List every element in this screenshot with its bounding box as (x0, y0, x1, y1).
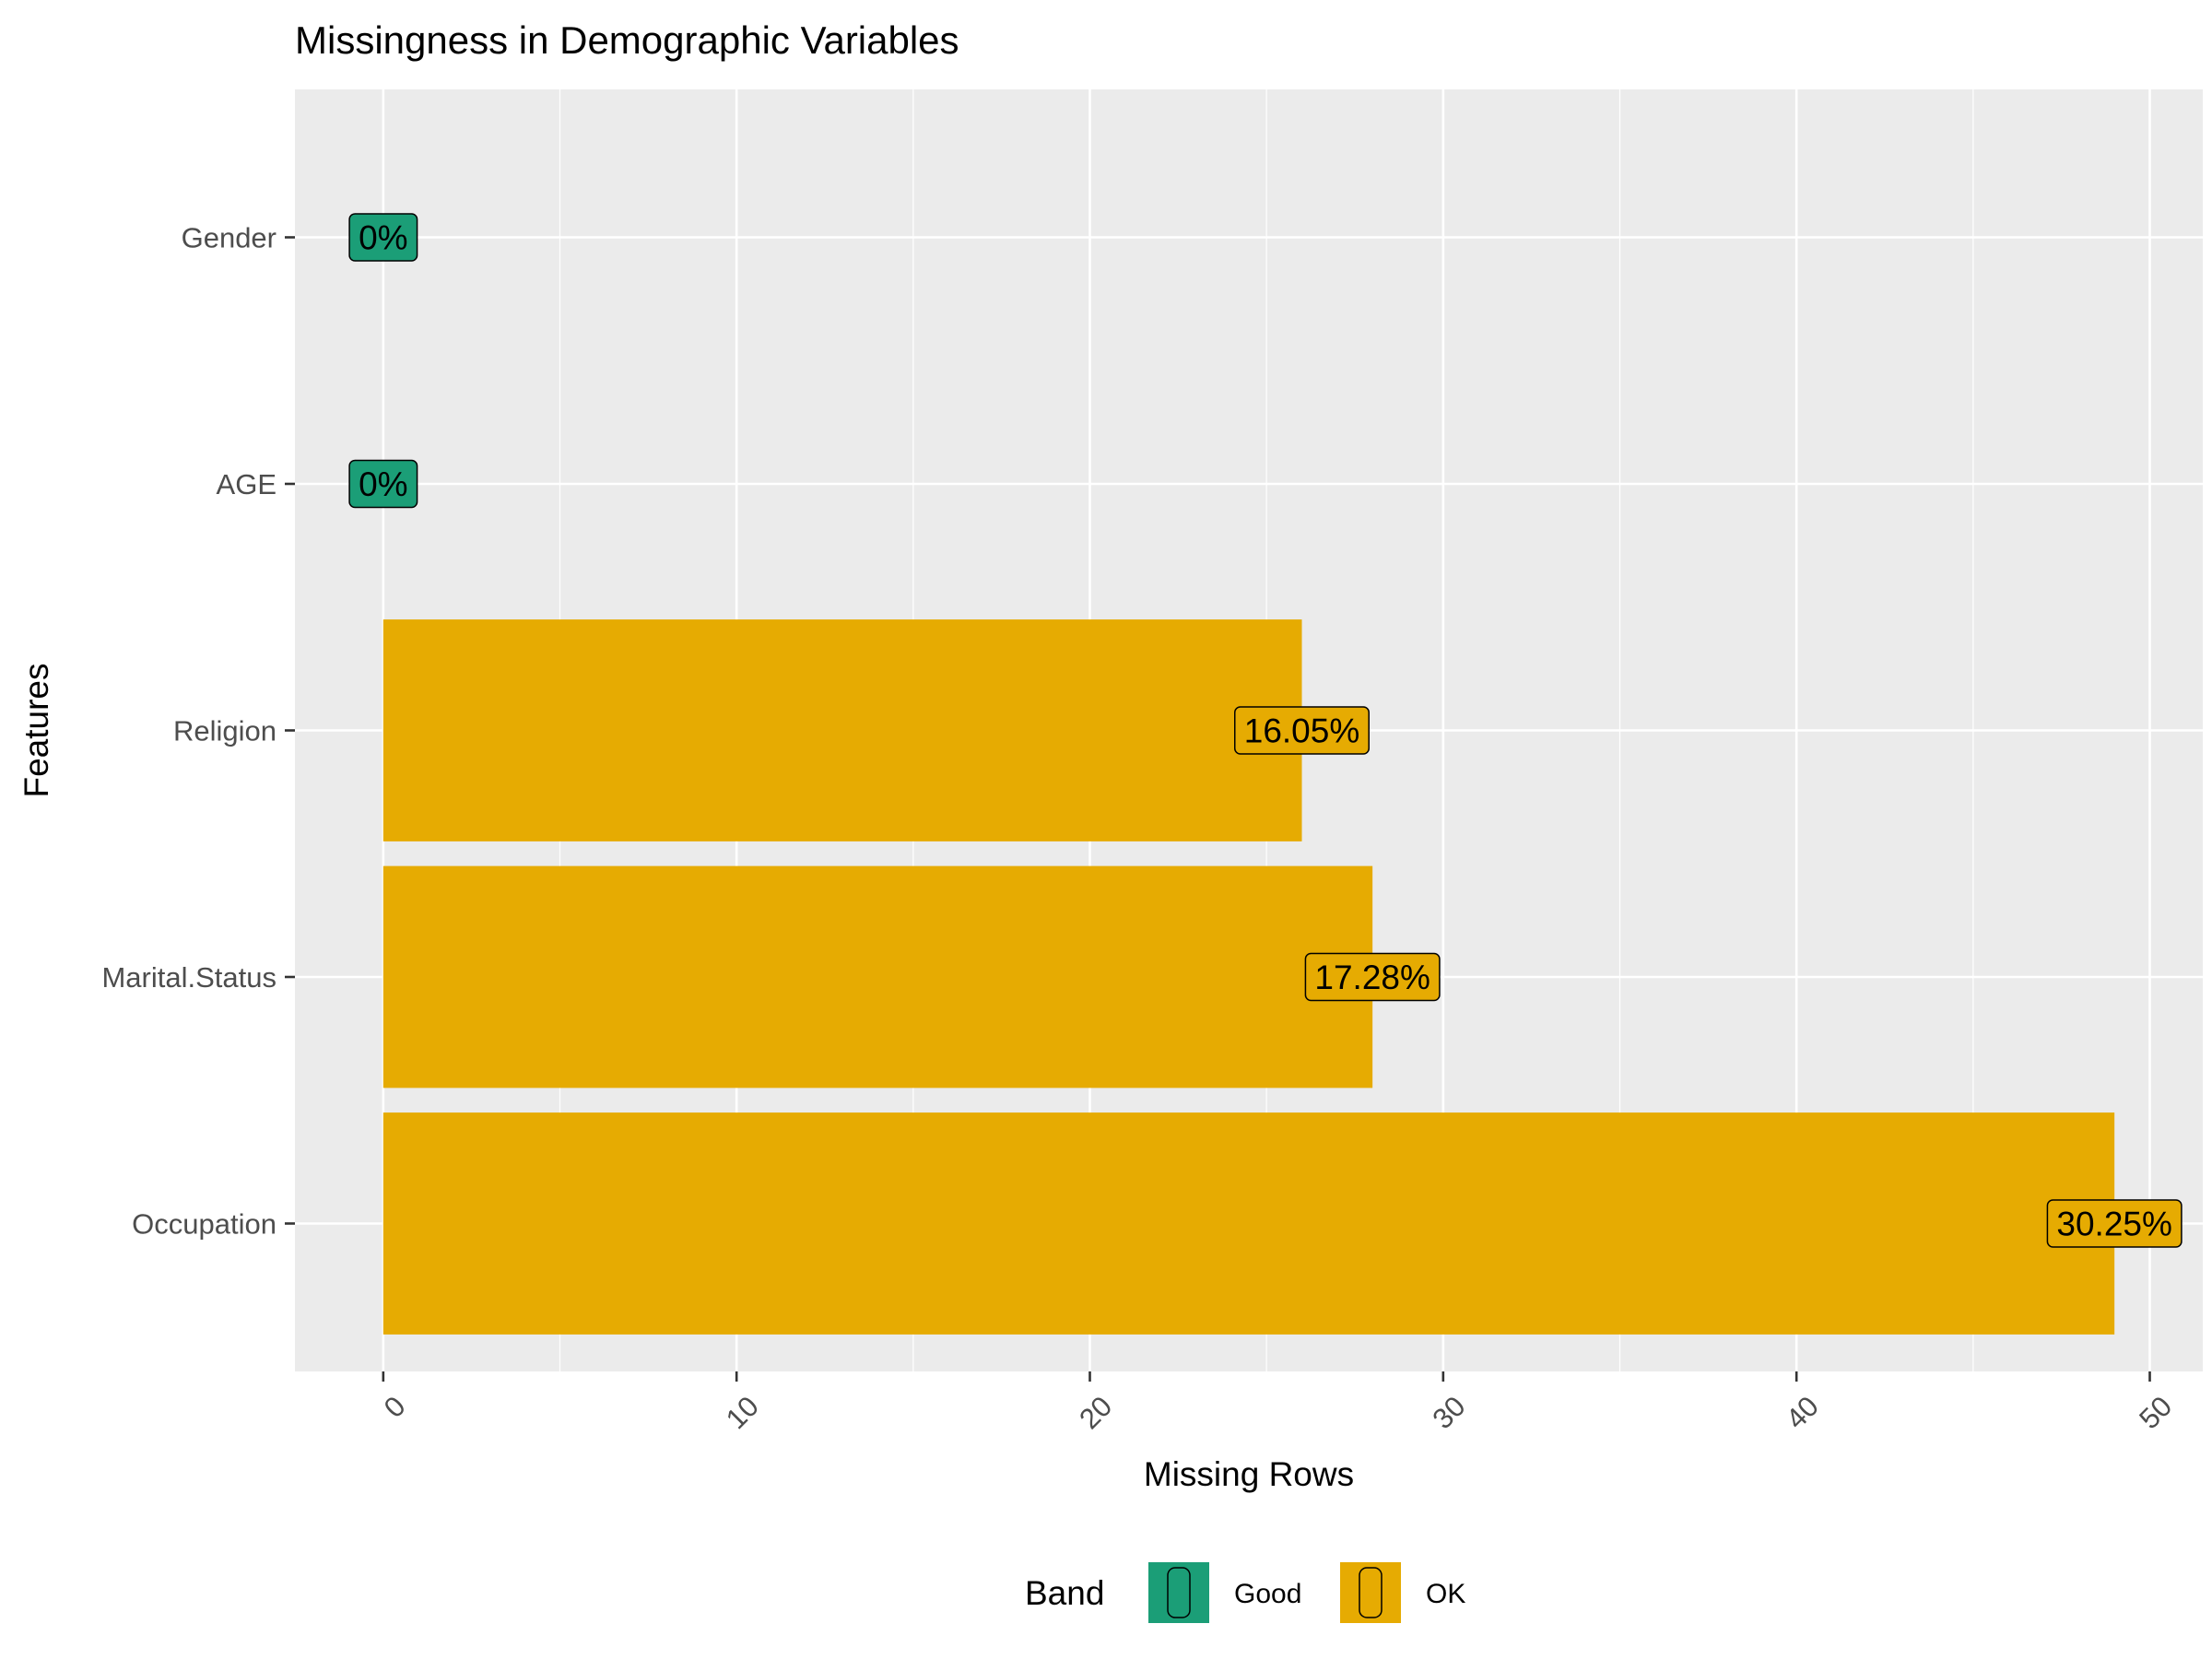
x-tick-label: 10 (720, 1390, 765, 1435)
data-label-box (348, 459, 418, 509)
x-tick-label: 0 (378, 1390, 412, 1424)
y-axis: Gender AGE Religion Marital.Status Occupatio… (101, 222, 295, 1241)
legend-label: OK (1426, 1579, 1465, 1609)
data-label-box (1234, 706, 1370, 755)
legend-title: Band (1025, 1574, 1104, 1612)
x-axis: 0 10 20 30 40 50 (378, 1371, 2178, 1435)
y-tick-label: AGE (217, 468, 276, 500)
data-label: 17.28% (1314, 959, 1430, 996)
data-label: 0% (359, 219, 407, 257)
data-label-group: 16.05% (1234, 706, 1370, 755)
chart-title: Missingness in Demographic Variables (295, 18, 959, 62)
data-label-group: 0% (348, 459, 418, 509)
data-label-group: 17.28% (1304, 952, 1441, 1002)
data-label: 16.05% (1244, 712, 1360, 750)
data-labels: 0% 0% 16.05% 17.28% 30.25% (348, 213, 2183, 1248)
data-label-box (348, 213, 418, 262)
data-label: 0% (359, 465, 407, 503)
legend-item-ok: OK (1338, 1560, 1465, 1625)
x-axis-title: Missing Rows (1144, 1455, 1354, 1493)
bar-marital-status (382, 865, 1373, 1088)
x-tick-label: 20 (1073, 1390, 1118, 1435)
y-tick-label: Gender (182, 222, 276, 254)
legend-key-glyph (1167, 1567, 1191, 1618)
legend-item-good: Good (1147, 1560, 1301, 1625)
x-tick-label: 40 (1780, 1390, 1825, 1435)
y-axis-title: Features (18, 663, 55, 797)
y-tick-label: Occupation (132, 1208, 276, 1241)
x-tick-label: 30 (1426, 1390, 1471, 1435)
data-label-group: 30.25% (2046, 1199, 2183, 1248)
y-tick-label: Religion (173, 715, 276, 747)
data-label: 30.25% (2056, 1206, 2172, 1243)
legend: Band Good OK (1025, 1560, 1465, 1625)
x-tick-label: 50 (2133, 1390, 2178, 1435)
legend-key-glyph (1359, 1567, 1382, 1618)
y-tick-label: Marital.Status (101, 961, 276, 994)
bar-religion (382, 619, 1302, 841)
data-label-group: 0% (348, 213, 418, 262)
data-label-box (1304, 952, 1441, 1002)
bars (382, 619, 2115, 1335)
legend-label: Good (1234, 1579, 1301, 1609)
data-label-box (2046, 1199, 2183, 1248)
bar-occupation (382, 1112, 2115, 1335)
